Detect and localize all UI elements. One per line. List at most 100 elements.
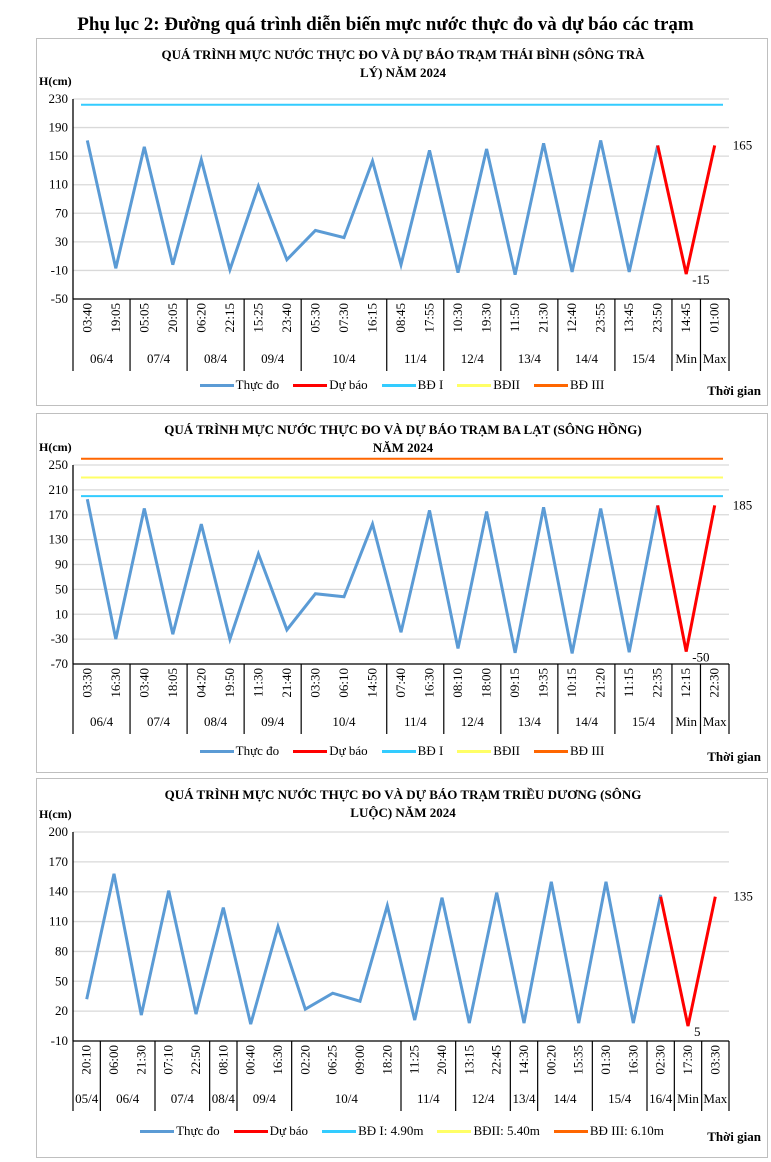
- observed-series-line: [85, 498, 660, 654]
- legend-swatch: [199, 749, 234, 753]
- y-tick-label: 70: [55, 205, 68, 220]
- date-group-label: 15/4: [608, 1091, 632, 1106]
- x-tick-label: 22:50: [188, 1045, 203, 1075]
- y-tick-label: 50: [55, 581, 68, 596]
- legend-label: Dự báo: [269, 1123, 309, 1138]
- x-tick-label: 11:25: [407, 1045, 422, 1074]
- date-group-label: 06/4: [90, 351, 114, 366]
- y-tick-label: 90: [55, 557, 68, 572]
- x-tick-label: 23:40: [279, 303, 294, 333]
- legend-label: BĐ III: 6.10m: [589, 1123, 664, 1138]
- chart-svg: QUÁ TRÌNH MỰC NƯỚC THỰC ĐO VÀ DỰ BÁO TRẠ…: [39, 47, 753, 371]
- forecast-series-line: [656, 505, 717, 652]
- x-tick-label: 16:30: [422, 668, 437, 698]
- x-tick-label: 08:10: [450, 668, 465, 698]
- x-tick-label: 21:20: [593, 668, 608, 698]
- chart-thai-binh: QUÁ TRÌNH MỰC NƯỚC THỰC ĐO VÀ DỰ BÁO TRẠ…: [36, 38, 768, 406]
- date-group-label: 07/4: [147, 351, 171, 366]
- date-group-label: 13/4: [518, 351, 542, 366]
- legend-swatch: [457, 749, 492, 753]
- x-tick-label: 13:45: [621, 303, 636, 333]
- x-tick-label: 16:30: [625, 1045, 640, 1075]
- chart-title: LUỘC) NĂM 2024: [350, 805, 456, 820]
- x-axis-label: Thời gian: [707, 749, 761, 764]
- x-axis-label: Thời gian: [707, 1129, 761, 1144]
- x-tick-label: 06:20: [193, 303, 208, 333]
- legend-label: Thực đo: [235, 743, 280, 758]
- x-tick-label: 15:35: [571, 1045, 586, 1075]
- legend-label: Dự báo: [329, 377, 368, 392]
- chart-title: QUÁ TRÌNH MỰC NƯỚC THỰC ĐO VÀ DỰ BÁO TRẠ…: [165, 787, 642, 802]
- x-tick-label: 22:30: [707, 668, 722, 698]
- legend-item: BĐII: [457, 743, 520, 759]
- y-tick-label: 170: [49, 854, 69, 869]
- date-group-label: 11/4: [417, 1091, 440, 1106]
- legend-swatch: [534, 383, 569, 387]
- legend-label: Dự báo: [329, 743, 368, 758]
- data-label: 165: [733, 137, 753, 152]
- x-tick-label: 07:10: [161, 1045, 176, 1075]
- observed-series-line: [85, 873, 663, 1025]
- date-group-label: 13/4: [512, 1091, 536, 1106]
- legend-label: BĐ I: [417, 743, 444, 758]
- x-tick-label: 07:40: [393, 668, 408, 698]
- chart-trieu-duong: QUÁ TRÌNH MỰC NƯỚC THỰC ĐO VÀ DỰ BÁO TRẠ…: [36, 778, 768, 1158]
- x-tick-label: 23:50: [650, 303, 665, 333]
- x-tick-label: 06:00: [106, 1045, 121, 1075]
- date-group-label: 08/4: [212, 1091, 236, 1106]
- y-axis-label: H(cm): [39, 74, 72, 88]
- date-group-label: Max: [703, 1091, 727, 1106]
- data-label: 135: [733, 889, 753, 904]
- data-label: -15: [692, 272, 709, 287]
- x-tick-label: 07:30: [336, 303, 351, 333]
- chart-ba-lat: QUÁ TRÌNH MỰC NƯỚC THỰC ĐO VÀ DỰ BÁO TRẠ…: [36, 413, 768, 773]
- date-group-label: 10/4: [335, 1091, 359, 1106]
- date-group-label: Max: [703, 714, 727, 729]
- date-group-label: 08/4: [204, 714, 228, 729]
- data-label: 5: [694, 1024, 701, 1039]
- x-tick-label: 17:55: [422, 303, 437, 333]
- x-tick-label: 16:30: [270, 1045, 285, 1075]
- date-group-label: 12/4: [461, 351, 485, 366]
- x-tick-label: 20:40: [434, 1045, 449, 1075]
- date-group-label: 15/4: [632, 351, 656, 366]
- x-tick-label: 19:30: [479, 303, 494, 333]
- x-tick-label: 11:15: [621, 668, 636, 697]
- legend-item: BĐII: 5.40m: [437, 1123, 540, 1139]
- y-tick-label: 230: [49, 91, 69, 106]
- chart-svg: QUÁ TRÌNH MỰC NƯỚC THỰC ĐO VÀ DỰ BÁO TRẠ…: [39, 787, 753, 1111]
- legend-label: BĐII: 5.40m: [473, 1123, 540, 1138]
- x-tick-label: 02:30: [653, 1045, 668, 1075]
- date-group-label: 08/4: [204, 351, 228, 366]
- legend-item: Thực đo: [140, 1123, 220, 1139]
- legend-swatch: [381, 749, 416, 753]
- y-axis-label: H(cm): [39, 807, 72, 821]
- date-group-label: 14/4: [575, 714, 599, 729]
- x-tick-label: 05:05: [136, 303, 151, 333]
- legend-label: BĐ I: [417, 377, 444, 392]
- date-group-label: 10/4: [332, 351, 356, 366]
- chart-title: QUÁ TRÌNH MỰC NƯỚC THỰC ĐO VÀ DỰ BÁO TRẠ…: [164, 422, 642, 437]
- x-tick-label: 06:25: [325, 1045, 340, 1075]
- date-group-label: 07/4: [171, 1091, 195, 1106]
- y-axis-label: H(cm): [39, 440, 72, 454]
- legend-swatch: [293, 383, 328, 387]
- legend-item: BĐ III: [534, 743, 604, 759]
- x-tick-label: 19:35: [536, 668, 551, 698]
- y-tick-label: 150: [49, 148, 69, 163]
- legend-label: BĐII: [493, 377, 521, 392]
- x-tick-label: 01:00: [707, 303, 722, 333]
- legend-item: BĐ III: 6.10m: [553, 1123, 664, 1139]
- legend-swatch: [553, 1129, 588, 1133]
- y-tick-label: 30: [55, 234, 68, 249]
- data-label: -50: [692, 650, 709, 665]
- legend-label: BĐ III: [570, 743, 605, 758]
- date-group-label: 09/4: [261, 714, 285, 729]
- y-tick-label: 170: [49, 507, 69, 522]
- x-tick-label: 20:05: [165, 303, 180, 333]
- date-group-label: Max: [703, 351, 727, 366]
- date-group-label: 14/4: [575, 351, 599, 366]
- forecast-series-line: [659, 896, 717, 1027]
- chart-title: LÝ) NĂM 2024: [360, 65, 446, 80]
- date-group-label: 11/4: [404, 351, 427, 366]
